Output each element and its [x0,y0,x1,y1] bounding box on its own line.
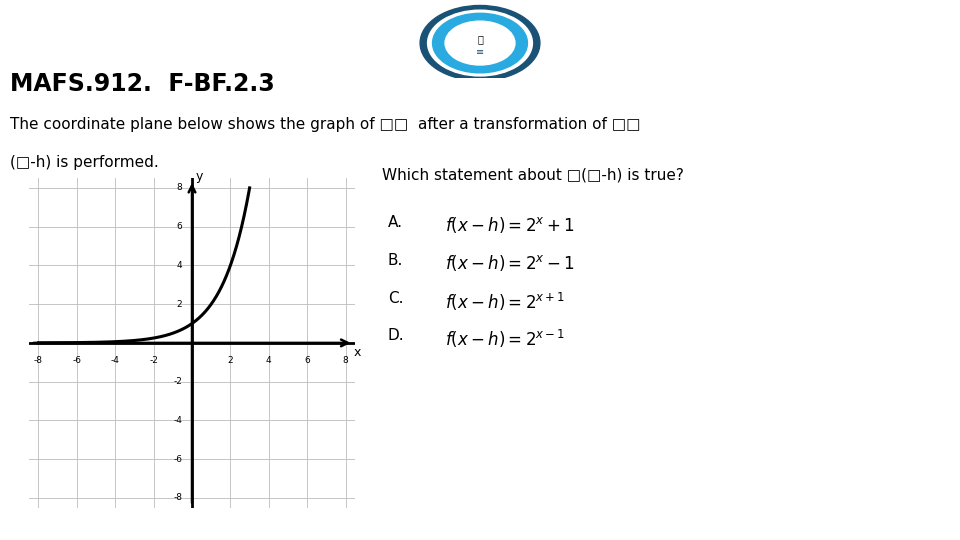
Text: -8: -8 [174,494,182,502]
Text: B.: B. [388,253,403,268]
Text: The coordinate plane below shows the graph of □□  after a transformation of □□: The coordinate plane below shows the gra… [10,117,640,132]
Text: ≡: ≡ [476,48,484,57]
Text: MAFS.912.  F-BF.2.3: MAFS.912. F-BF.2.3 [10,72,275,96]
Text: x: x [353,346,361,359]
Text: -6: -6 [72,356,82,366]
Text: 8: 8 [343,356,348,366]
Text: $f(x - h) = 2^x + 1$: $f(x - h) = 2^x + 1$ [445,215,575,235]
Text: 6: 6 [304,356,310,366]
Text: 2: 2 [177,300,182,309]
Text: 6: 6 [177,222,182,231]
Text: -2: -2 [174,377,182,386]
Text: D.: D. [388,328,404,343]
Text: 8: 8 [177,184,182,192]
Text: y: y [196,170,204,183]
Text: A.: A. [388,215,403,230]
Text: -8: -8 [34,356,43,366]
Circle shape [433,14,527,73]
Text: (□-h) is performed.: (□-h) is performed. [10,154,158,170]
Text: $f(x - h) = 2^{x-1}$: $f(x - h) = 2^{x-1}$ [445,328,565,350]
Text: -4: -4 [174,416,182,425]
Text: 4: 4 [266,356,272,366]
Text: Which statement about □(□-h) is true?: Which statement about □(□-h) is true? [382,167,684,183]
Text: -4: -4 [110,356,120,366]
Text: 2: 2 [228,356,233,366]
Text: -2: -2 [149,356,158,366]
Text: C.: C. [388,291,403,306]
Text: -6: -6 [174,455,182,464]
Circle shape [445,21,515,65]
Text: $f(x - h) = 2^x - 1$: $f(x - h) = 2^x - 1$ [445,253,575,273]
Text: $f(x - h) = 2^{x+1}$: $f(x - h) = 2^{x+1}$ [445,291,565,313]
Text: 4: 4 [177,261,182,270]
Text: 🐬: 🐬 [477,34,483,44]
Circle shape [427,10,533,76]
Circle shape [420,5,540,80]
